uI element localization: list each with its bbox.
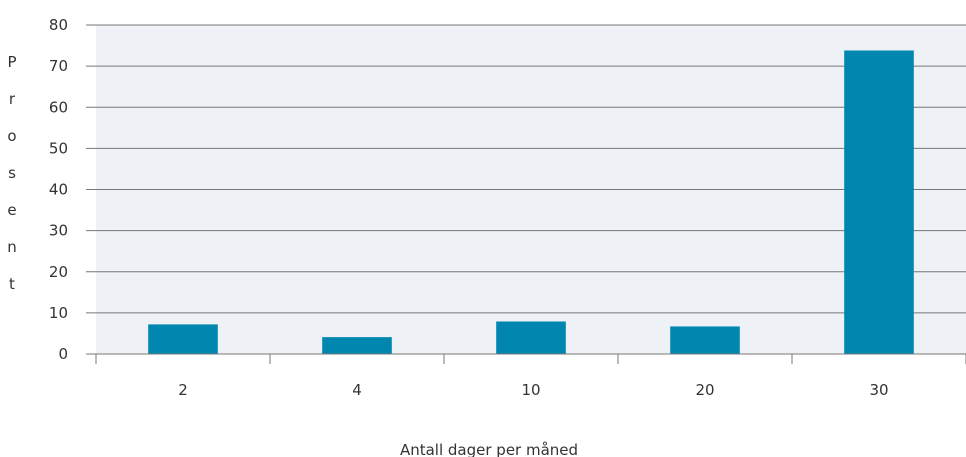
- x-tick-label: 30: [869, 381, 888, 399]
- x-tick-labels: 2 4 10 20 30: [178, 381, 888, 399]
- y-axis-label-char: s: [8, 164, 16, 182]
- x-axis: [86, 353, 966, 364]
- y-tick-label: 50: [49, 139, 68, 157]
- y-tick-label: 10: [49, 304, 68, 322]
- gridlines: [86, 24, 966, 314]
- y-tick-label: 80: [49, 16, 68, 34]
- y-tick-label: 70: [49, 57, 68, 75]
- bar: [670, 326, 740, 354]
- bar: [148, 324, 218, 354]
- x-tick-label: 20: [695, 381, 714, 399]
- y-tick-label: 20: [49, 263, 68, 281]
- x-axis-label: Antall dager per måned: [400, 441, 578, 457]
- y-tick-label: 0: [58, 345, 68, 363]
- bars: [148, 50, 914, 355]
- x-tick-label: 10: [521, 381, 540, 399]
- bar: [322, 337, 392, 354]
- y-axis-label-char: o: [7, 127, 16, 145]
- bar: [844, 50, 914, 355]
- y-tick-labels: 0 10 20 30 40 50 60 70 80: [49, 16, 68, 363]
- bar: [496, 321, 566, 354]
- x-tick-label: 2: [178, 381, 188, 399]
- y-axis-label: Pr o s e n t: [7, 53, 17, 293]
- y-tick-label: 60: [49, 98, 68, 116]
- y-tick-label: 40: [49, 181, 68, 199]
- x-tick-label: 4: [352, 381, 362, 399]
- y-axis-label-char: t: [9, 275, 15, 293]
- y-axis-label-char: r: [9, 90, 16, 108]
- y-tick-label: 30: [49, 222, 68, 240]
- y-axis-label-char: P: [7, 53, 16, 71]
- y-axis-label-char: n: [7, 238, 17, 256]
- y-axis-label-char: e: [7, 201, 16, 219]
